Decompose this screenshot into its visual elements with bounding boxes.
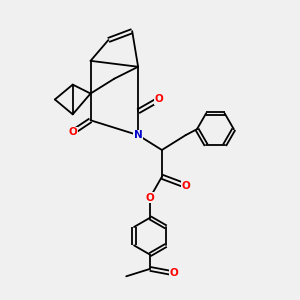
Text: N: N <box>134 130 142 140</box>
Text: O: O <box>169 268 178 278</box>
Text: O: O <box>68 127 77 137</box>
Text: O: O <box>181 181 190 191</box>
Text: O: O <box>154 94 163 104</box>
Text: O: O <box>146 193 154 202</box>
